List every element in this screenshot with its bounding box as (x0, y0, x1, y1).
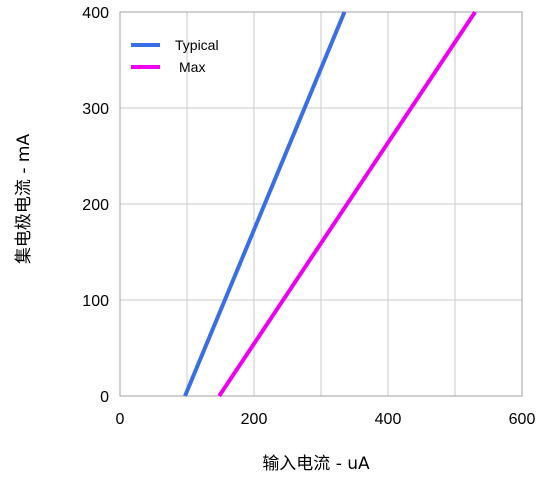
y-axis-ticks: 0 100 200 300 400 (82, 5, 109, 406)
x-tick-label-400: 400 (375, 411, 402, 428)
y-tick-label-0: 0 (100, 389, 109, 406)
y-tick-label-300: 300 (82, 101, 109, 118)
series-line-typical (183, 11, 347, 397)
y-axis-title: 集电极电流 - mA (14, 134, 34, 265)
plot-frame (119, 11, 523, 397)
y-tick-label-400: 400 (82, 5, 109, 22)
x-tick-label-0: 0 (116, 411, 125, 428)
y-tick-label-100: 100 (82, 293, 109, 310)
grid-lines (120, 12, 522, 396)
y-tick-label-200: 200 (82, 197, 109, 214)
x-tick-label-600: 600 (509, 411, 536, 428)
series-line-max (217, 10, 477, 398)
legend-label-max: Max (179, 59, 205, 75)
x-axis-ticks: 0 200 400 600 (116, 411, 536, 428)
legend: Typical Max (131, 37, 219, 75)
series-lines (183, 10, 477, 398)
legend-label-typical: Typical (175, 37, 219, 53)
x-axis-title: 输入电流 - uA (262, 454, 370, 474)
x-tick-label-200: 200 (241, 411, 268, 428)
